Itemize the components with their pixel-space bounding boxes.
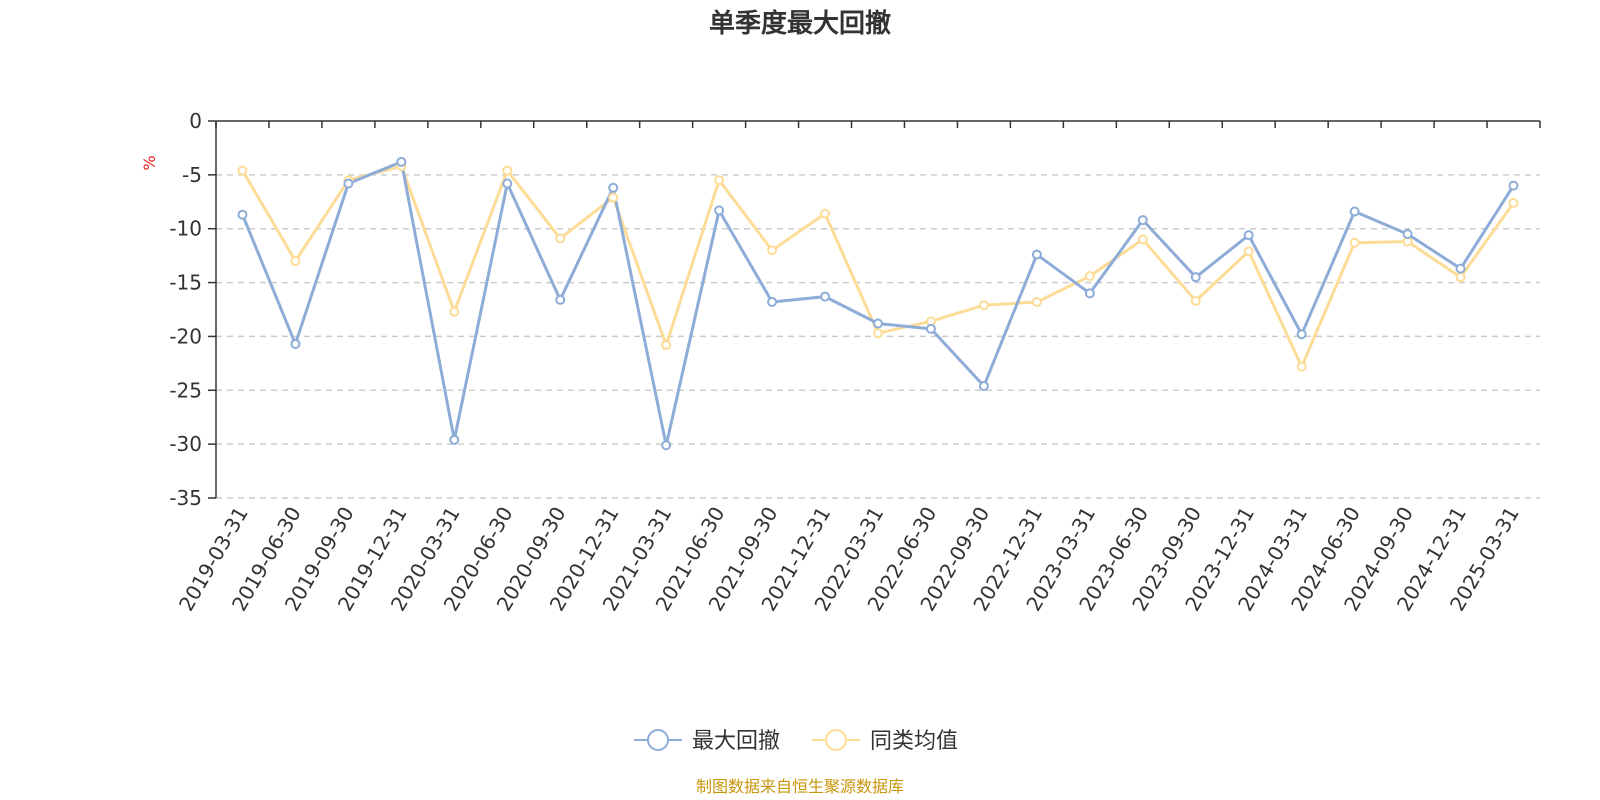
y-tick-label: -10 xyxy=(169,217,202,241)
series-line xyxy=(241,160,1515,447)
data-point[interactable] xyxy=(1296,361,1307,372)
data-point[interactable] xyxy=(608,192,619,203)
data-point[interactable] xyxy=(1349,206,1360,217)
y-axis-unit: % xyxy=(140,155,159,170)
data-point[interactable] xyxy=(978,300,989,311)
series-lines xyxy=(237,156,1519,451)
data-point[interactable] xyxy=(1031,296,1042,307)
data-point[interactable] xyxy=(396,156,407,167)
data-point[interactable] xyxy=(714,205,725,216)
data-point[interactable] xyxy=(1031,249,1042,260)
data-point[interactable] xyxy=(714,175,725,186)
data-point[interactable] xyxy=(449,306,460,317)
y-tick-label: -30 xyxy=(169,432,202,456)
data-point[interactable] xyxy=(1349,237,1360,248)
data-point[interactable] xyxy=(1455,272,1466,283)
chart-title: 单季度最大回撤 xyxy=(709,8,891,39)
data-point[interactable] xyxy=(290,338,301,349)
legend-label: 最大回撤 xyxy=(692,729,780,754)
data-point[interactable] xyxy=(661,440,672,451)
data-point[interactable] xyxy=(873,318,883,329)
data-point[interactable] xyxy=(1084,271,1095,282)
legend-marker xyxy=(647,729,669,751)
data-point[interactable] xyxy=(1243,230,1254,241)
data-point[interactable] xyxy=(820,208,831,219)
data-point[interactable] xyxy=(608,182,619,193)
data-point[interactable] xyxy=(1455,263,1466,274)
data-point[interactable] xyxy=(555,233,566,244)
y-tick-label: -35 xyxy=(169,486,202,510)
data-point[interactable] xyxy=(1190,295,1201,306)
data-point[interactable] xyxy=(449,434,460,445)
data-point[interactable] xyxy=(820,291,831,302)
data-point[interactable] xyxy=(290,256,301,267)
data-point[interactable] xyxy=(767,245,778,256)
data-point[interactable] xyxy=(1402,229,1413,240)
data-point[interactable] xyxy=(1190,272,1201,283)
data-point[interactable] xyxy=(502,178,513,189)
y-tick-label: -5 xyxy=(182,163,202,187)
data-point[interactable] xyxy=(767,296,778,307)
data-point[interactable] xyxy=(502,165,513,176)
data-point[interactable] xyxy=(1508,197,1519,208)
y-tick-label: -25 xyxy=(169,378,202,402)
data-point[interactable] xyxy=(237,165,248,176)
data-point[interactable] xyxy=(1296,329,1307,340)
data-point[interactable] xyxy=(1084,288,1095,299)
y-tick-label: -15 xyxy=(169,271,202,295)
grid-lines xyxy=(216,174,1540,499)
data-point[interactable] xyxy=(978,380,989,391)
data-point[interactable] xyxy=(555,294,566,305)
data-point[interactable] xyxy=(873,328,883,339)
legend-marker xyxy=(825,729,847,751)
legend-item[interactable]: 同类均值 xyxy=(812,729,958,754)
legend-item[interactable]: 最大回撤 xyxy=(634,729,780,754)
data-point[interactable] xyxy=(343,178,354,189)
data-point[interactable] xyxy=(1137,234,1148,245)
axes: 0-5-10-15-20-25-30-352019-03-312019-06-3… xyxy=(169,109,1541,615)
data-point[interactable] xyxy=(925,323,936,334)
legend-label: 同类均值 xyxy=(870,729,958,754)
data-point[interactable] xyxy=(1508,180,1519,191)
data-point[interactable] xyxy=(661,340,672,351)
data-point[interactable] xyxy=(1243,246,1254,257)
legend[interactable]: 最大回撤 同类均值 xyxy=(634,729,958,754)
y-tick-label: -20 xyxy=(169,324,202,348)
y-tick-label: 0 xyxy=(189,109,202,133)
data-point[interactable] xyxy=(1137,215,1148,226)
source-note: 制图数据来自恒生聚源数据库 xyxy=(696,777,904,796)
data-point[interactable] xyxy=(237,209,248,220)
